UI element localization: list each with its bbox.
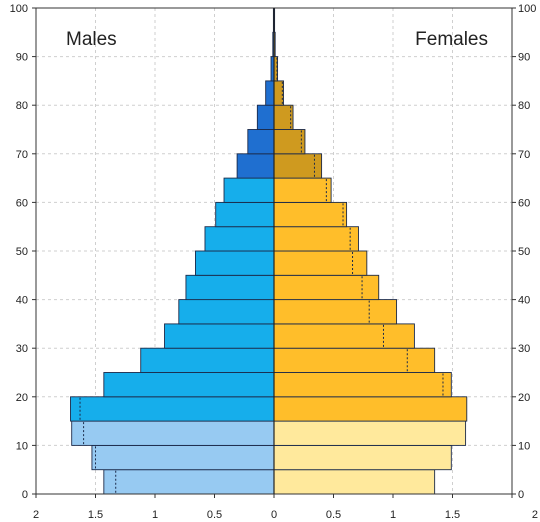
female-bar-80-84	[273, 80, 284, 106]
y-tick-label-right-60: 60	[518, 197, 530, 209]
x-tick-label-6: 1	[390, 509, 396, 521]
bars	[70, 7, 468, 495]
y-tick-label-left-60: 60	[16, 197, 28, 209]
y-tick-label-right-0: 0	[518, 489, 524, 501]
y-tick-label-left-50: 50	[16, 246, 28, 258]
x-tick-label-3: 0.5	[207, 509, 222, 521]
male-bar-50-54	[204, 226, 275, 252]
male-bar-35-39	[178, 299, 275, 325]
female-bar-30-34	[273, 323, 415, 349]
male-bar-60-64	[223, 177, 275, 203]
y-tick-label-right-90: 90	[518, 52, 530, 64]
y-tick-label-right-80: 80	[518, 100, 530, 112]
y-tick-label-left-30: 30	[16, 343, 28, 355]
x-tick-label-0: 2	[33, 509, 39, 521]
y-tick-label-left-10: 10	[16, 440, 28, 452]
y-tick-label-left-100: 100	[10, 3, 28, 15]
female-bar-55-59	[273, 201, 348, 228]
male-bar-5-9	[91, 444, 275, 471]
male-bar-75-79	[256, 104, 275, 130]
male-bar-70-74	[247, 129, 275, 155]
male-bar-20-24	[103, 372, 275, 398]
female-bar-20-24	[273, 372, 452, 398]
x-tick-label-5: 0.5	[326, 509, 341, 521]
y-tick-label-right-100: 100	[518, 3, 536, 15]
male-bar-80-84	[265, 80, 275, 106]
y-tick-label-left-0: 0	[22, 489, 28, 501]
y-tick-label-right-10: 10	[518, 440, 530, 452]
males-label: Males	[66, 29, 117, 50]
female-bar-75-79	[273, 104, 294, 130]
male-bar-25-29	[140, 347, 275, 373]
female-bar-40-44	[273, 274, 380, 301]
y-tick-label-right-40: 40	[518, 295, 530, 307]
females-label: Females	[415, 29, 488, 50]
male-bar-45-49	[195, 250, 275, 276]
female-bar-15-19	[273, 396, 468, 422]
y-tick-label-right-30: 30	[518, 343, 530, 355]
x-tick-label-7: 1.5	[445, 509, 460, 521]
female-bar-65-69	[273, 153, 323, 179]
male-bar-10-14	[71, 420, 275, 446]
female-bar-0-4	[273, 469, 436, 495]
male-bar-65-69	[236, 153, 275, 179]
x-tick-label-4: 0	[271, 509, 277, 521]
male-bar-0-4	[103, 469, 275, 495]
female-bar-60-64	[273, 177, 332, 203]
female-bar-25-29	[273, 347, 436, 373]
male-bar-15-19	[70, 396, 275, 422]
y-tick-label-left-90: 90	[16, 52, 28, 64]
x-tick-label-8: 2	[532, 509, 538, 521]
female-bar-10-14	[273, 420, 467, 446]
y-tick-label-right-20: 20	[518, 392, 530, 404]
y-tick-label-left-40: 40	[16, 295, 28, 307]
male-bar-55-59	[215, 201, 275, 228]
female-bar-35-39	[273, 299, 398, 325]
female-bar-5-9	[273, 444, 452, 471]
female-bar-45-49	[273, 250, 368, 276]
female-bar-70-74	[273, 129, 306, 155]
male-bar-40-44	[185, 274, 275, 301]
x-tick-label-1: 1.5	[88, 509, 103, 521]
y-tick-label-left-20: 20	[16, 392, 28, 404]
x-tick-label-2: 1	[152, 509, 158, 521]
y-tick-label-left-70: 70	[16, 149, 28, 161]
y-tick-label-right-70: 70	[518, 149, 530, 161]
y-tick-label-left-80: 80	[16, 100, 28, 112]
y-tick-label-right-50: 50	[518, 246, 530, 258]
male-bar-30-34	[164, 323, 275, 349]
female-bar-50-54	[273, 226, 359, 252]
